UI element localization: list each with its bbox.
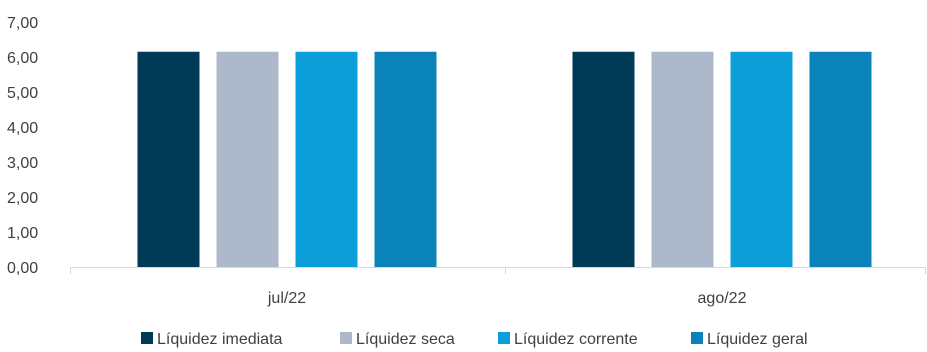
legend-swatch [498, 332, 510, 344]
x-tick-label: ago/22 [698, 290, 747, 307]
x-axis-separators [70, 267, 926, 274]
legend-label: Líquidez seca [356, 331, 455, 348]
bars [137, 51, 872, 267]
bar [809, 51, 872, 267]
bar [137, 51, 200, 267]
bar [374, 51, 437, 267]
y-tick-label: 5,00 [7, 85, 38, 102]
legend-swatch [141, 332, 153, 344]
x-tick-label: jul/22 [267, 290, 306, 307]
bar [730, 51, 793, 267]
bar [572, 51, 635, 267]
y-tick-label: 1,00 [7, 225, 38, 242]
legend: Líquidez imediata Líquidez seca Líquidez c… [141, 331, 808, 348]
legend-label: Líquidez geral [707, 331, 808, 348]
x-axis-ticks: jul/22 ago/22 [267, 290, 747, 307]
y-axis-ticks: 0,00 1,00 2,00 3,00 4,00 5,00 6,00 7,00 [7, 15, 38, 277]
legend-label: Líquidez corrente [514, 331, 638, 348]
bar [295, 51, 358, 267]
y-tick-label: 0,00 [7, 260, 38, 277]
legend-label: Líquidez imediata [157, 331, 283, 348]
y-tick-label: 6,00 [7, 50, 38, 67]
y-tick-label: 7,00 [7, 15, 38, 32]
y-tick-label: 3,00 [7, 155, 38, 172]
y-tick-label: 4,00 [7, 120, 38, 137]
legend-swatch [691, 332, 703, 344]
bar [651, 51, 714, 267]
y-tick-label: 2,00 [7, 190, 38, 207]
legend-swatch [340, 332, 352, 344]
bar [216, 51, 279, 267]
